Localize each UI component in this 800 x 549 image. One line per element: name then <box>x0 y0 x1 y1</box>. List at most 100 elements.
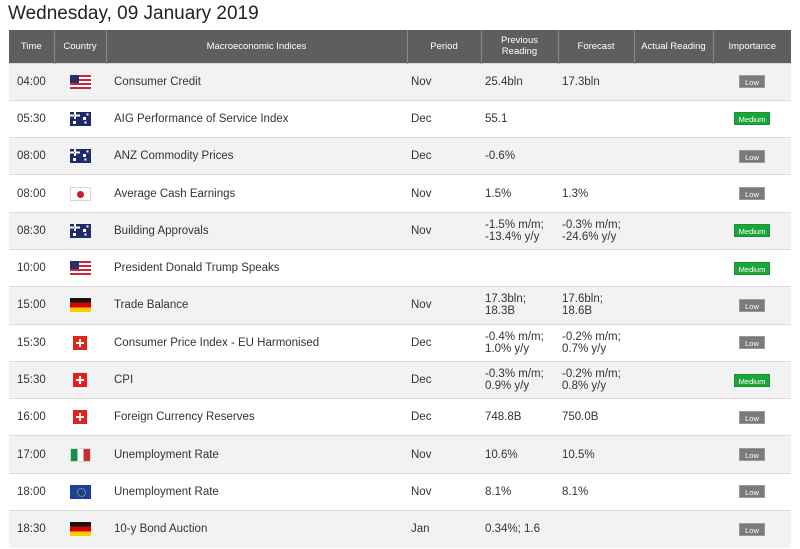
country-cell <box>54 360 106 399</box>
importance-badge: Low <box>739 149 765 163</box>
indicator-name: CPI <box>106 360 407 399</box>
forecast-reading-line: -0.2% m/m; <box>562 368 621 381</box>
event-time: 17:00 <box>9 435 54 474</box>
previous-reading: 55.1 <box>481 99 558 138</box>
forecast-reading-line: -24.6% y/y <box>562 230 617 243</box>
actual-reading <box>634 510 713 548</box>
column-header-period[interactable]: Period <box>407 30 482 63</box>
germany-flag-icon <box>69 298 91 313</box>
previous-reading-line: 1.5% <box>485 187 512 200</box>
indicator-name: Foreign Currency Reserves <box>106 398 407 436</box>
previous-reading-line: -1.5% m/m; <box>485 218 544 231</box>
indicator-name: Consumer Price Index - EU Harmonised <box>106 323 407 362</box>
importance-cell: Low <box>713 323 791 362</box>
forecast-reading: 1.3% <box>558 174 634 213</box>
previous-reading-line: 1.0% y/y <box>485 342 530 355</box>
importance-badge: Low <box>739 448 765 462</box>
previous-reading-line: 10.6% <box>485 448 518 461</box>
previous-reading: -0.3% m/m; 0.9% y/y <box>481 360 558 399</box>
column-header-time[interactable]: Time <box>9 30 55 63</box>
forecast-reading-line: 18.6B <box>562 305 593 318</box>
forecast-reading: -0.3% m/m; -24.6% y/y <box>558 211 634 250</box>
table-row: 05:30 AIG Performance of Service Index Dec… <box>9 99 791 138</box>
country-cell <box>54 62 106 101</box>
previous-reading-line: 0.9% y/y <box>485 380 530 393</box>
country-cell <box>54 472 106 511</box>
event-time: 15:00 <box>9 286 54 325</box>
event-period: Dec <box>407 323 481 362</box>
importance-badge: Low <box>739 410 765 424</box>
importance-badge: Medium <box>733 112 771 126</box>
previous-reading-line: -0.6% <box>485 150 516 163</box>
forecast-reading <box>558 248 634 287</box>
column-header-actual[interactable]: Actual Reading <box>634 30 714 63</box>
event-period: Nov <box>407 62 481 101</box>
previous-reading <box>481 248 558 287</box>
importance-cell: Low <box>713 62 791 101</box>
previous-reading: -0.6% <box>481 137 558 175</box>
us-flag-icon <box>69 261 91 276</box>
importance-badge: Medium <box>733 261 771 275</box>
previous-reading-line: 18.3B <box>485 305 516 318</box>
forecast-reading <box>558 99 634 138</box>
previous-reading-line: -0.4% m/m; <box>485 330 544 343</box>
event-period <box>407 248 481 287</box>
japan-flag-icon <box>69 186 91 201</box>
table-row: 08:00 Average Cash Earnings Nov 1.5% 1.3% Low <box>9 174 791 213</box>
importance-cell: Medium <box>713 211 791 250</box>
event-time: 16:00 <box>9 398 54 436</box>
event-period: Nov <box>407 472 481 511</box>
event-time: 05:30 <box>9 99 54 138</box>
actual-reading <box>634 398 713 436</box>
indicator-name: ANZ Commodity Prices <box>106 137 407 175</box>
previous-reading: 748.8B <box>481 398 558 436</box>
actual-reading <box>634 360 713 399</box>
actual-reading <box>634 286 713 325</box>
actual-reading <box>634 248 713 287</box>
italy-flag-icon <box>69 447 91 462</box>
column-header-indicator[interactable]: Macroeconomic Indices <box>106 30 408 63</box>
switzerland-flag-icon <box>73 335 87 350</box>
importance-badge: Low <box>739 485 765 499</box>
importance-cell: Medium <box>713 248 791 287</box>
table-row: 15:30 CPI Dec -0.3% m/m; 0.9% y/y -0.2% m/m; 0… <box>9 360 791 399</box>
previous-reading-line: -13.4% y/y <box>485 230 540 243</box>
country-cell <box>54 398 106 436</box>
actual-reading <box>634 174 713 213</box>
column-header-forecast[interactable]: Forecast <box>558 30 635 63</box>
column-header-previous[interactable]: Previous Reading <box>481 30 559 63</box>
event-time: 10:00 <box>9 248 54 287</box>
table-row: 17:00 Unemployment Rate Nov 10.6% 10.5% Low <box>9 435 791 474</box>
forecast-reading: 17.3bln <box>558 62 634 101</box>
importance-cell: Low <box>713 435 791 474</box>
us-flag-icon <box>69 74 91 89</box>
country-cell <box>54 435 106 474</box>
country-cell <box>54 248 106 287</box>
actual-reading <box>634 62 713 101</box>
eu-flag-icon <box>69 484 91 499</box>
forecast-reading-line: -0.3% m/m; <box>562 218 621 231</box>
table-header-row: Time Country Macroeconomic Indices Perio… <box>9 30 791 63</box>
previous-reading: 25.4bln <box>481 62 558 101</box>
column-header-country[interactable]: Country <box>54 30 107 63</box>
importance-cell: Medium <box>713 360 791 399</box>
event-time: 08:30 <box>9 211 54 250</box>
forecast-reading-line: -0.2% m/m; <box>562 330 621 343</box>
indicator-name: 10-y Bond Auction <box>106 510 407 548</box>
forecast-reading <box>558 137 634 175</box>
indicator-name: Building Approvals <box>106 211 407 250</box>
table-row: 15:00 Trade Balance Nov 17.3bln; 18.3B 17.6bl… <box>9 286 791 325</box>
column-header-importance[interactable]: Importance <box>713 30 791 63</box>
importance-badge: Low <box>739 336 765 350</box>
actual-reading <box>634 435 713 474</box>
australia-flag-icon <box>69 111 91 126</box>
forecast-reading <box>558 510 634 548</box>
page-title: Wednesday, 09 January 2019 <box>8 3 259 24</box>
actual-reading <box>634 99 713 138</box>
event-period: Dec <box>407 398 481 436</box>
event-period: Nov <box>407 174 481 213</box>
table-row: 08:30 Building Approvals Nov -1.5% m/m; -13.… <box>9 211 791 250</box>
importance-badge: Medium <box>733 224 771 238</box>
forecast-reading-line: 0.7% y/y <box>562 342 607 355</box>
table-row: 18:00 Unemployment Rate Nov 8.1% 8.1% Low <box>9 472 791 511</box>
